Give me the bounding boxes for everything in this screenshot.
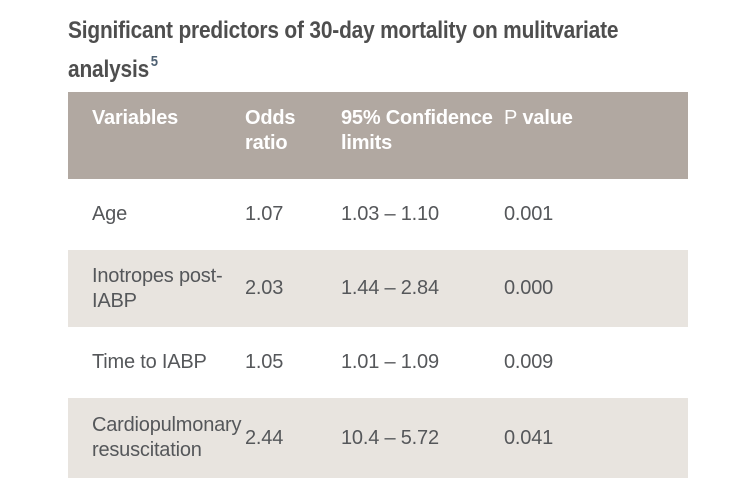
table-title-line2-text: analysis [68, 56, 150, 83]
cell-confidence-limits: 1.44 – 2.84 [341, 277, 439, 299]
cell-odds-ratio: 2.44 [245, 426, 284, 449]
table-title-line1: Significant predictors of 30-day mortali… [68, 17, 619, 44]
table-header-row: Variables Odds ratio 95% Confidence limi… [68, 92, 688, 179]
cell-p-value: 0.041 [504, 426, 554, 449]
table-row-cpr: Cardiopulmonary resuscitation 2.44 10.4 … [68, 398, 688, 478]
column-header-p-value: P value [504, 106, 674, 131]
cell-p-value: 0.000 [504, 277, 554, 299]
column-header-p-word: value [522, 107, 573, 129]
cell-variable: Age [92, 203, 127, 225]
cell-p-value: 0.001 [504, 203, 554, 225]
cell-odds-ratio: 1.05 [245, 351, 284, 373]
table-row-time-to-iabp: Time to IABP 1.05 1.01 – 1.09 0.009 [68, 327, 688, 398]
table-title-line2: analysis 5 [68, 47, 618, 86]
cell-variable: Inotropes post-IABP [92, 264, 223, 312]
cell-confidence-limits: 1.03 – 1.10 [341, 203, 439, 225]
cell-odds-ratio: 1.07 [245, 203, 284, 225]
predictors-table: Variables Odds ratio 95% Confidence limi… [68, 92, 688, 478]
column-header-odds-ratio: Odds ratio [245, 107, 296, 154]
cell-variable: Cardiopulmonary resuscitation [92, 414, 242, 461]
column-header-p-letter: P [504, 107, 518, 129]
cell-odds-ratio: 2.03 [245, 277, 284, 299]
column-header-confidence-limits: 95% Confidence limits [341, 107, 493, 154]
citation-reference: 5 [150, 53, 158, 70]
cell-confidence-limits: 10.4 – 5.72 [341, 426, 439, 449]
cell-confidence-limits: 1.01 – 1.09 [341, 351, 439, 373]
table-row-inotropes: Inotropes post-IABP 2.03 1.44 – 2.84 0.0… [68, 250, 688, 327]
cell-p-value: 0.009 [504, 351, 554, 373]
table-row-age: Age 1.07 1.03 – 1.10 0.001 [68, 179, 688, 250]
column-header-variables: Variables [92, 107, 179, 129]
table-title: Significant predictors of 30-day mortali… [68, 14, 618, 86]
cell-variable: Time to IABP [92, 351, 207, 373]
